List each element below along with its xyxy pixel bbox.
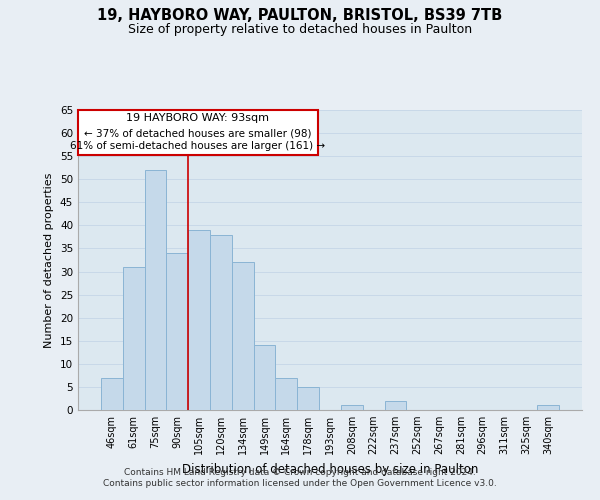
Text: Contains HM Land Registry data © Crown copyright and database right 2024.
Contai: Contains HM Land Registry data © Crown c… bbox=[103, 468, 497, 487]
Bar bbox=[188, 230, 210, 410]
Bar bbox=[275, 378, 297, 410]
Bar bbox=[254, 346, 275, 410]
Bar bbox=[101, 378, 123, 410]
Bar bbox=[297, 387, 319, 410]
Bar bbox=[210, 234, 232, 410]
Bar bbox=[145, 170, 166, 410]
Text: 61% of semi-detached houses are larger (161) →: 61% of semi-detached houses are larger (… bbox=[70, 141, 326, 151]
Text: Size of property relative to detached houses in Paulton: Size of property relative to detached ho… bbox=[128, 22, 472, 36]
Text: ← 37% of detached houses are smaller (98): ← 37% of detached houses are smaller (98… bbox=[84, 128, 312, 138]
Bar bbox=[341, 406, 363, 410]
Text: 19, HAYBORO WAY, PAULTON, BRISTOL, BS39 7TB: 19, HAYBORO WAY, PAULTON, BRISTOL, BS39 … bbox=[97, 8, 503, 22]
Bar bbox=[385, 401, 406, 410]
Bar bbox=[232, 262, 254, 410]
FancyBboxPatch shape bbox=[78, 110, 318, 155]
Bar bbox=[123, 267, 145, 410]
Bar bbox=[166, 253, 188, 410]
Text: 19 HAYBORO WAY: 93sqm: 19 HAYBORO WAY: 93sqm bbox=[127, 114, 269, 124]
Bar bbox=[537, 406, 559, 410]
Y-axis label: Number of detached properties: Number of detached properties bbox=[44, 172, 55, 348]
X-axis label: Distribution of detached houses by size in Paulton: Distribution of detached houses by size … bbox=[182, 462, 478, 475]
